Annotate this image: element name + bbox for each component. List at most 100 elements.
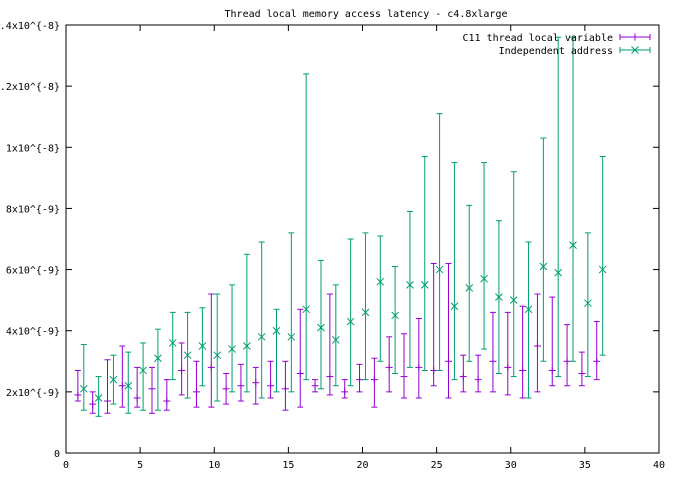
data-point (237, 363, 245, 402)
data-point (89, 391, 97, 414)
data-point (444, 262, 452, 399)
y-axis: 0 2x10^{-9} 4x10^{-9} 6x10^{-9} 8x10^{-9} 1x1… (0, 21, 659, 460)
data-point (400, 333, 408, 399)
data-point (593, 321, 601, 381)
data-point (563, 324, 571, 387)
legend-marker (631, 46, 639, 54)
data-point (148, 366, 156, 414)
data-point (267, 360, 275, 399)
legend: C11 thread local variable Independent add… (462, 33, 651, 57)
data-point (163, 379, 171, 411)
data-point (415, 317, 423, 399)
y-tick-label: 2x10^{-9} (6, 388, 60, 399)
legend-item: Independent address (499, 46, 651, 57)
data-point (192, 360, 200, 408)
data-point (207, 293, 215, 408)
data-point (326, 293, 334, 396)
data-point (104, 359, 112, 414)
x-tick-label: 5 (137, 460, 143, 471)
data-point (356, 363, 364, 393)
data-point (154, 328, 162, 411)
data-point (370, 357, 378, 408)
y-tick-label: 0 (54, 449, 60, 460)
data-point (139, 342, 147, 411)
data-point (598, 155, 607, 356)
data-point (361, 232, 370, 381)
legend-label: Independent address (499, 46, 613, 57)
x-tick-label: 40 (653, 460, 665, 471)
x-tick-label: 20 (356, 460, 368, 471)
data-point (198, 307, 207, 387)
data-point (406, 210, 414, 368)
data-point (109, 354, 118, 405)
data-point (539, 137, 548, 362)
data-point (480, 162, 488, 350)
data-point (281, 360, 289, 411)
y-tick-label: 8x10^{-9} (6, 204, 60, 215)
data-point (504, 311, 512, 396)
data-point (178, 342, 186, 396)
data-point (509, 171, 518, 378)
x-tick-label: 35 (579, 460, 591, 471)
x-tick-label: 0 (63, 460, 69, 471)
data-point (578, 351, 586, 387)
legend-item: C11 thread local variable (462, 33, 651, 44)
data-point (341, 379, 349, 399)
data-point (243, 253, 251, 393)
data-point (524, 241, 533, 399)
chart-title: Thread local memory access latency - c4.… (225, 9, 508, 20)
data-point (331, 284, 340, 387)
series-independent-address (79, 36, 607, 417)
data-point (228, 284, 236, 393)
y-tick-label: 1.4x10^{-8} (0, 21, 60, 32)
data-point (533, 293, 541, 393)
data-point (133, 366, 141, 408)
y-tick-label: 4x10^{-9} (6, 327, 60, 338)
data-point (519, 305, 527, 399)
data-point (459, 354, 467, 393)
legend-label: C11 thread local variable (462, 33, 613, 44)
series-c11-thread-local (74, 262, 601, 414)
data-point (420, 155, 429, 371)
data-point (583, 232, 592, 378)
data-point (554, 36, 563, 378)
x-tick-label: 30 (505, 460, 517, 471)
data-point (376, 235, 385, 362)
data-point (430, 262, 438, 387)
data-point (317, 259, 325, 390)
y-tick-label: 6x10^{-9} (6, 266, 60, 277)
data-point (168, 311, 177, 381)
data-point (569, 36, 577, 362)
data-point (465, 204, 474, 362)
data-point (385, 336, 393, 393)
data-point (79, 343, 88, 411)
data-point (213, 293, 222, 402)
data-point (74, 369, 82, 402)
data-point (435, 113, 444, 371)
x-tick-label: 15 (282, 460, 294, 471)
data-point (548, 296, 556, 387)
x-tick-label: 10 (208, 460, 220, 471)
series-layer (74, 36, 607, 417)
data-point (124, 351, 133, 414)
x-axis: 0 5 10 15 20 25 30 35 40 (63, 25, 665, 471)
data-point (489, 311, 497, 393)
x-tick-label: 25 (431, 460, 443, 471)
data-point (94, 376, 103, 417)
data-point (391, 266, 399, 375)
data-point (495, 220, 503, 375)
y-tick-label: 1.2x10^{-8} (0, 82, 60, 93)
y-tick-label: 1x10^{-8} (6, 143, 60, 154)
data-point (118, 345, 126, 408)
data-point (272, 308, 281, 393)
data-point (222, 373, 230, 405)
data-point (450, 162, 459, 381)
legend-marker (631, 33, 639, 41)
data-point (346, 238, 355, 387)
data-point (287, 232, 296, 393)
data-point (257, 241, 266, 399)
data-point (296, 308, 304, 408)
data-point (252, 366, 260, 405)
data-point (183, 311, 192, 399)
